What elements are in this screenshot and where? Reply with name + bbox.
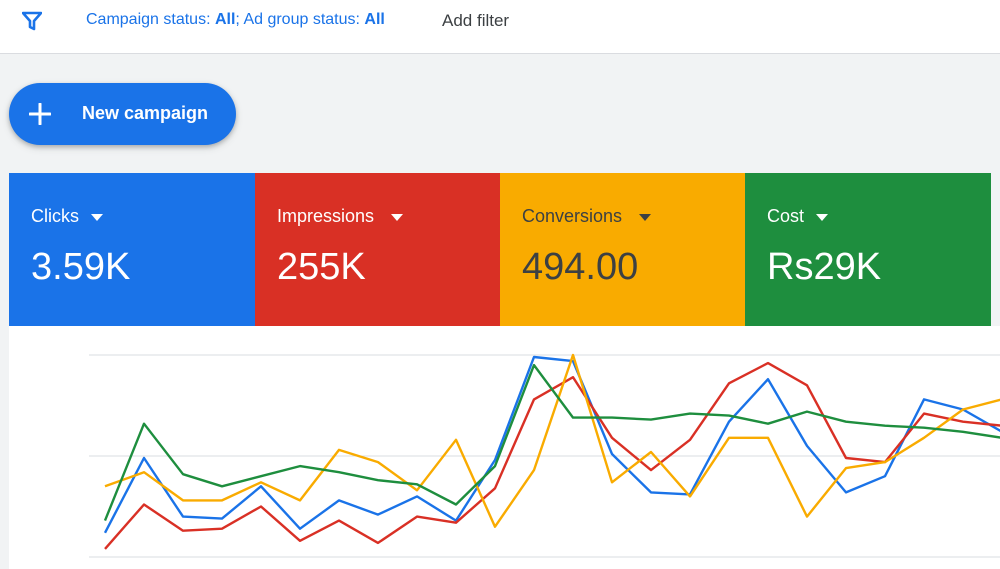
metric-card-impressions[interactable]: Impressions 255K [255, 173, 500, 326]
ad-group-status-value: All [364, 11, 385, 28]
series-line-3[interactable] [104, 353, 1000, 528]
chevron-down-icon[interactable] [816, 214, 828, 221]
new-campaign-label: New campaign [82, 103, 209, 123]
plus-icon [29, 103, 51, 125]
metric-label: Impressions [277, 206, 375, 226]
chevron-down-icon[interactable] [391, 214, 403, 221]
line-chart [89, 353, 1000, 558]
campaign-status-value: All [214, 11, 236, 28]
metric-value: 3.59K [31, 246, 131, 288]
metric-label: Clicks [31, 206, 79, 226]
series-line-1[interactable] [103, 355, 1000, 534]
series-line-4[interactable] [103, 363, 1000, 522]
chevron-down-icon[interactable] [639, 214, 651, 221]
campaign-status-label: Campaign status: [86, 11, 211, 28]
new-campaign-button[interactable]: New campaign [9, 83, 236, 145]
ad-group-status-label: Ad group status: [243, 11, 360, 28]
metric-value: Rs29K [767, 246, 882, 288]
metric-value: 494.00 [522, 246, 639, 288]
add-filter-button[interactable]: Add filter [442, 11, 510, 30]
metric-value: 255K [277, 246, 366, 288]
metric-card-cost[interactable]: Cost Rs29K [745, 173, 991, 326]
performance-chart [9, 326, 1000, 569]
metric-label: Cost [767, 206, 805, 226]
filter-funnel-icon[interactable] [22, 11, 42, 31]
metric-card-conversions[interactable]: Conversions 494.00 [500, 173, 745, 326]
metric-cards: Clicks 3.59K Impressions 255K Conversion… [9, 173, 1000, 326]
filter-bar: Campaign status: All; Ad group status: A… [0, 0, 1000, 54]
metric-card-clicks[interactable]: Clicks 3.59K [9, 173, 255, 326]
chevron-down-icon[interactable] [91, 214, 103, 221]
filter-summary[interactable]: Campaign status: All; Ad group status: A… [86, 11, 385, 28]
metric-label: Conversions [522, 206, 623, 226]
